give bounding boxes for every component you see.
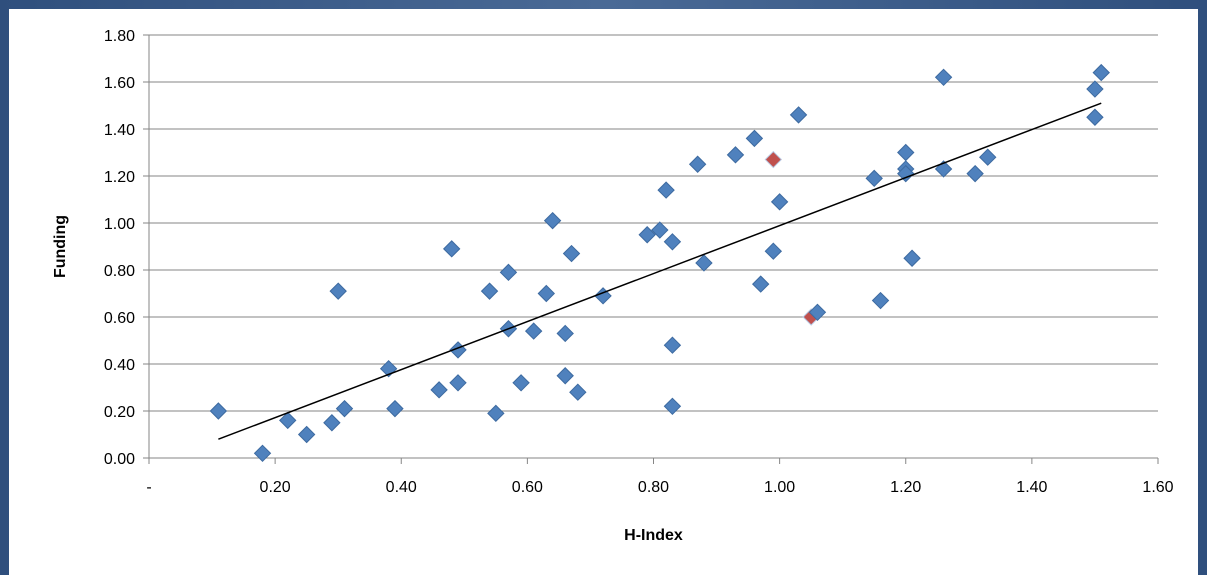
x-tick-label: 0.60 xyxy=(512,479,543,496)
data-point xyxy=(524,322,543,340)
data-point xyxy=(556,324,574,343)
data-point xyxy=(386,399,404,418)
scatter-chart: 0.00 0.20 0.40 0.60 0.80 1.00 1.20 1.40 1.60 1.80… xyxy=(52,28,1174,544)
data-point xyxy=(903,249,921,267)
data-point xyxy=(808,303,827,322)
data-point xyxy=(657,181,675,199)
data-point xyxy=(1086,80,1104,98)
x-tick-label: 0.80 xyxy=(638,479,669,496)
data-point xyxy=(897,164,915,183)
trendline xyxy=(218,102,1102,440)
y-tick-label: 0.80 xyxy=(104,263,135,280)
y-tick-label: 0.20 xyxy=(104,404,135,421)
x-tick-label: 1.40 xyxy=(1016,479,1047,496)
data-point xyxy=(537,284,556,303)
data-point xyxy=(979,148,997,166)
data-point xyxy=(297,425,316,444)
data-point xyxy=(430,381,448,399)
data-point xyxy=(751,275,770,293)
y-tick-label: 1.20 xyxy=(104,169,135,186)
data-point xyxy=(556,367,574,385)
x-tick-label: 0.40 xyxy=(386,479,417,496)
data-point xyxy=(638,226,656,244)
data-point xyxy=(1086,108,1104,126)
data-point xyxy=(335,399,354,418)
data-point xyxy=(651,221,669,239)
data-point xyxy=(512,374,530,392)
data-point xyxy=(487,404,505,423)
data-point xyxy=(663,336,682,354)
y-tick-label: 1.80 xyxy=(104,28,135,45)
data-point xyxy=(442,240,461,258)
chart-area: 0.00 0.20 0.40 0.60 0.80 1.00 1.20 1.40 1.60 1.80… xyxy=(9,9,1198,575)
data-point xyxy=(329,282,347,300)
data-point xyxy=(279,411,297,430)
y-tick-label: 0.40 xyxy=(104,357,135,374)
data-point xyxy=(499,263,518,282)
data-point xyxy=(480,282,499,300)
y-tick-label: 0.00 xyxy=(104,451,135,468)
data-point xyxy=(449,374,467,392)
data-point xyxy=(1092,63,1110,82)
data-point xyxy=(663,397,682,416)
data-point xyxy=(770,193,789,211)
data-point xyxy=(323,414,341,432)
data-point xyxy=(562,244,581,263)
y-tick-label: 1.60 xyxy=(104,75,135,92)
data-point xyxy=(745,129,764,148)
data-point xyxy=(897,143,915,162)
x-tick-label: 1.00 xyxy=(764,479,795,496)
data-point xyxy=(253,444,272,463)
y-axis-title: Funding xyxy=(52,215,69,278)
data-point xyxy=(934,68,953,87)
data-point xyxy=(764,242,783,260)
x-tick-label: 1.20 xyxy=(890,479,921,496)
data-point xyxy=(543,211,562,230)
data-point xyxy=(695,254,713,272)
x-tick-label: 1.60 xyxy=(1142,479,1173,496)
x-tick-label: - xyxy=(146,479,151,496)
y-tick-label: 1.00 xyxy=(104,216,135,233)
data-point xyxy=(789,106,808,124)
data-point xyxy=(688,155,707,173)
x-tick-label: 0.20 xyxy=(260,479,291,496)
data-point xyxy=(966,164,984,183)
data-point xyxy=(569,383,587,401)
y-tick-label: 0.60 xyxy=(104,310,135,327)
data-point xyxy=(209,402,228,420)
highlighted-data-point xyxy=(764,150,783,169)
data-point xyxy=(871,291,890,310)
y-tick-label: 1.40 xyxy=(104,122,135,139)
data-point xyxy=(865,169,883,188)
data-point xyxy=(663,233,682,251)
x-axis-title: H-Index xyxy=(624,527,683,544)
data-point xyxy=(726,146,745,164)
